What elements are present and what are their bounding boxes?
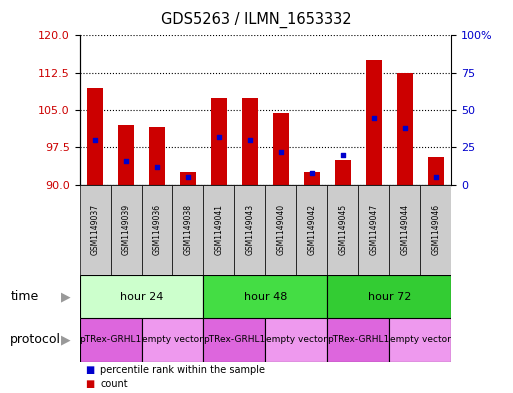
Point: [153, 163, 161, 170]
Bar: [242, 97, 258, 185]
Bar: [297, 185, 327, 275]
Bar: [110, 185, 142, 275]
Text: pTRex-GRHL1: pTRex-GRHL1: [203, 336, 266, 344]
Bar: [428, 157, 444, 185]
Text: GSM1149047: GSM1149047: [369, 204, 379, 255]
Bar: [335, 160, 351, 185]
Bar: [421, 185, 451, 275]
Text: hour 24: hour 24: [120, 292, 163, 302]
Text: count: count: [100, 379, 128, 389]
Bar: [80, 185, 110, 275]
Text: protocol: protocol: [10, 333, 61, 347]
Bar: [80, 318, 142, 362]
Text: GSM1149039: GSM1149039: [122, 204, 130, 255]
Bar: [180, 172, 196, 185]
Bar: [389, 185, 421, 275]
Text: GSM1149037: GSM1149037: [90, 204, 100, 255]
Text: GSM1149038: GSM1149038: [184, 204, 192, 255]
Bar: [366, 60, 382, 185]
Text: empty vector: empty vector: [142, 336, 203, 344]
Bar: [142, 318, 204, 362]
Text: percentile rank within the sample: percentile rank within the sample: [100, 365, 265, 375]
Text: ■: ■: [85, 379, 94, 389]
Text: GSM1149046: GSM1149046: [431, 204, 441, 255]
Bar: [119, 125, 134, 185]
Bar: [211, 97, 227, 185]
Bar: [87, 88, 103, 185]
Point: [184, 174, 192, 180]
Bar: [327, 185, 359, 275]
Text: time: time: [10, 290, 38, 303]
Text: GSM1149036: GSM1149036: [152, 204, 162, 255]
Bar: [172, 185, 204, 275]
Text: GSM1149042: GSM1149042: [307, 204, 317, 255]
Bar: [204, 275, 327, 318]
Bar: [204, 318, 266, 362]
Text: GSM1149043: GSM1149043: [246, 204, 254, 255]
Text: ▶: ▶: [61, 333, 70, 347]
Bar: [142, 185, 172, 275]
Text: hour 48: hour 48: [244, 292, 287, 302]
Text: empty vector: empty vector: [266, 336, 327, 344]
Bar: [265, 318, 327, 362]
Bar: [327, 275, 451, 318]
Text: GSM1149041: GSM1149041: [214, 204, 224, 255]
Text: GSM1149045: GSM1149045: [339, 204, 347, 255]
Bar: [397, 73, 412, 185]
Text: hour 72: hour 72: [368, 292, 411, 302]
Text: pTRex-GRHL1: pTRex-GRHL1: [327, 336, 389, 344]
Text: GSM1149040: GSM1149040: [277, 204, 285, 255]
Point: [339, 152, 347, 158]
Point: [370, 114, 378, 121]
Point: [401, 125, 409, 131]
Point: [277, 149, 285, 155]
Bar: [149, 127, 165, 185]
Point: [215, 134, 223, 140]
Bar: [234, 185, 265, 275]
Bar: [304, 172, 320, 185]
Text: ▶: ▶: [61, 290, 70, 303]
Point: [308, 170, 316, 176]
Point: [91, 137, 99, 143]
Bar: [80, 275, 204, 318]
Bar: [204, 185, 234, 275]
Bar: [359, 185, 389, 275]
Text: ■: ■: [85, 365, 94, 375]
Point: [246, 137, 254, 143]
Bar: [327, 318, 389, 362]
Text: GSM1149044: GSM1149044: [401, 204, 409, 255]
Text: pTRex-GRHL1: pTRex-GRHL1: [80, 336, 142, 344]
Point: [122, 158, 130, 164]
Text: GDS5263 / ILMN_1653332: GDS5263 / ILMN_1653332: [161, 12, 352, 28]
Text: empty vector: empty vector: [390, 336, 451, 344]
Point: [432, 174, 440, 180]
Bar: [273, 112, 289, 185]
Bar: [265, 185, 297, 275]
Bar: [389, 318, 451, 362]
